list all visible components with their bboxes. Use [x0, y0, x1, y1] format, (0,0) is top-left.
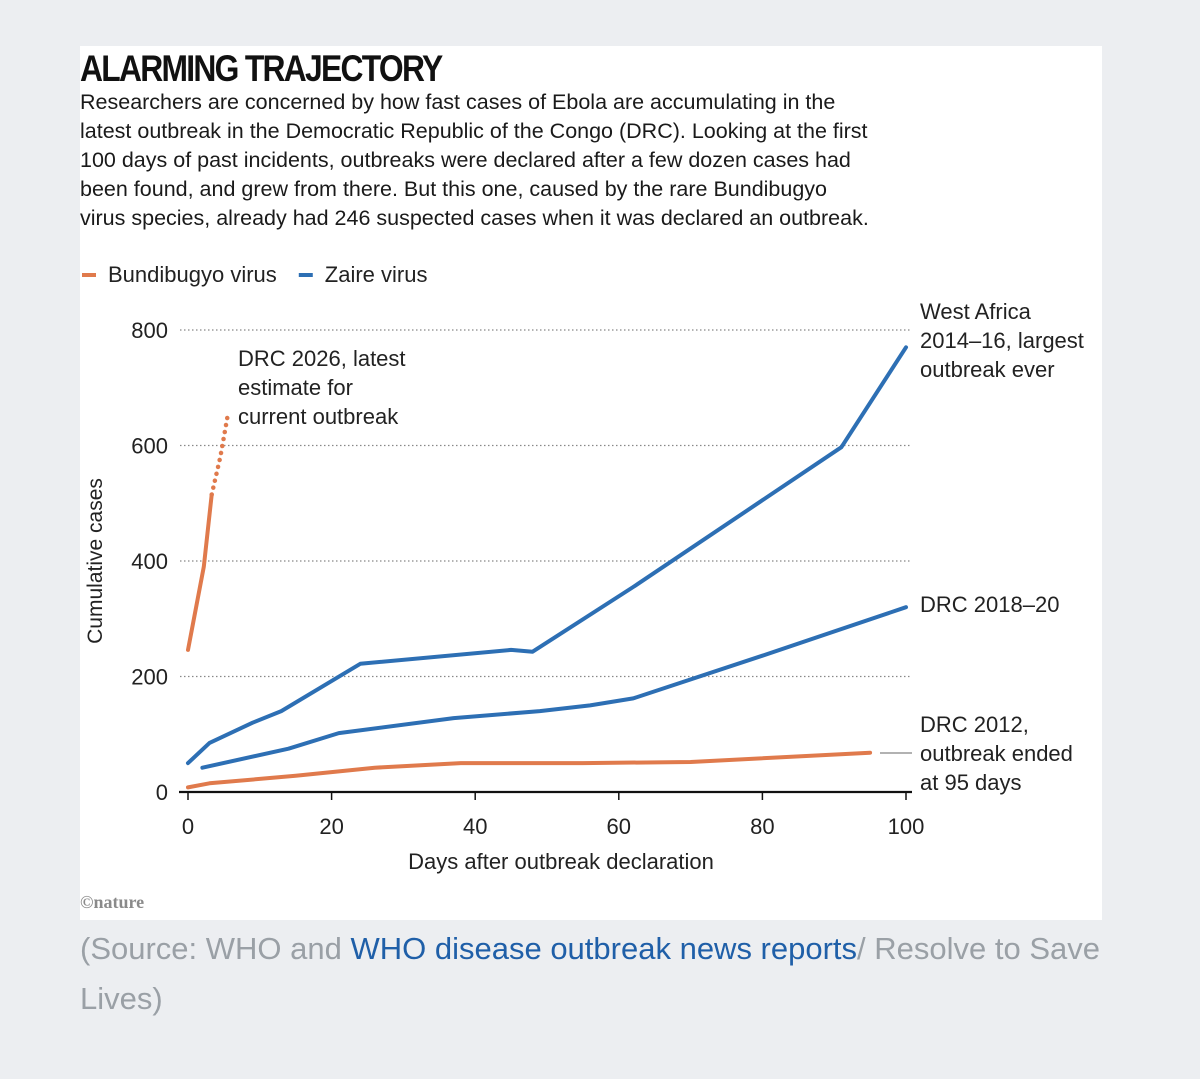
- y-tick-label: 200: [131, 665, 168, 690]
- legend-label: Zaire virus: [325, 262, 428, 287]
- x-tick-label: 80: [750, 814, 774, 839]
- x-axis-label: Days after outbreak declaration: [408, 849, 714, 874]
- series-annotation: DRC 2012,: [920, 712, 1029, 737]
- series-annotation: West Africa: [920, 299, 1032, 324]
- chart-card: ALARMING TRAJECTORY Researchers are conc…: [80, 46, 1102, 920]
- subtitle-line: been found, and grew from there. But thi…: [80, 177, 828, 201]
- series-annotation: outbreak ever: [920, 357, 1055, 382]
- series-line: [200, 605, 908, 770]
- line-chart: 0 200 400 600 800 0 20 40 60 80 100 Days after outb…: [80, 262, 1084, 912]
- chart-title: ALARMING TRAJECTORY: [80, 48, 443, 89]
- x-tick-label: 20: [319, 814, 343, 839]
- source-prefix: (Source: WHO and: [80, 931, 351, 966]
- series-annotation: at 95 days: [920, 770, 1022, 795]
- x-tick-label: 0: [182, 814, 194, 839]
- series-annotation: 2014–16, largest: [920, 328, 1084, 353]
- subtitle-line: Researchers are concerned by how fast ca…: [80, 90, 836, 114]
- y-axis-label: Cumulative cases: [84, 478, 107, 644]
- subtitle-line: virus species, already had 246 suspected…: [80, 206, 869, 230]
- chart-subtitle: Researchers are concerned by how fast ca…: [80, 88, 1040, 233]
- series-line: [209, 414, 230, 497]
- series-annotation: outbreak ended: [920, 741, 1073, 766]
- x-tick-label: 40: [463, 814, 487, 839]
- y-tick-label: 600: [131, 434, 168, 459]
- x-tick-label: 60: [607, 814, 631, 839]
- series-annotation: estimate for: [238, 375, 353, 400]
- series-annotation: DRC 2018–20: [920, 592, 1059, 617]
- source-link[interactable]: WHO disease outbreak news reports: [350, 931, 858, 966]
- series-annotation: current outbreak: [238, 404, 399, 429]
- source-suffix: / Resolve to Save Lives): [80, 931, 1101, 1016]
- source-caption: (Source: WHO and WHO disease outbreak ne…: [80, 924, 1160, 1024]
- y-tick-label: 800: [131, 318, 168, 343]
- y-tick-label: 400: [131, 549, 168, 574]
- series-annotation: DRC 2026, latest: [238, 346, 406, 371]
- series-line: [186, 345, 908, 766]
- subtitle-line: latest outbreak in the Democratic Republ…: [80, 119, 868, 143]
- subtitle-line: 100 days of past incidents, outbreaks we…: [80, 148, 851, 172]
- y-tick-label: 0: [156, 780, 168, 805]
- legend-label: Bundibugyo virus: [108, 262, 277, 287]
- series-line: [186, 750, 873, 790]
- x-tick-label: 100: [888, 814, 925, 839]
- nature-credit: ©nature: [80, 892, 144, 912]
- series-line: [186, 492, 214, 652]
